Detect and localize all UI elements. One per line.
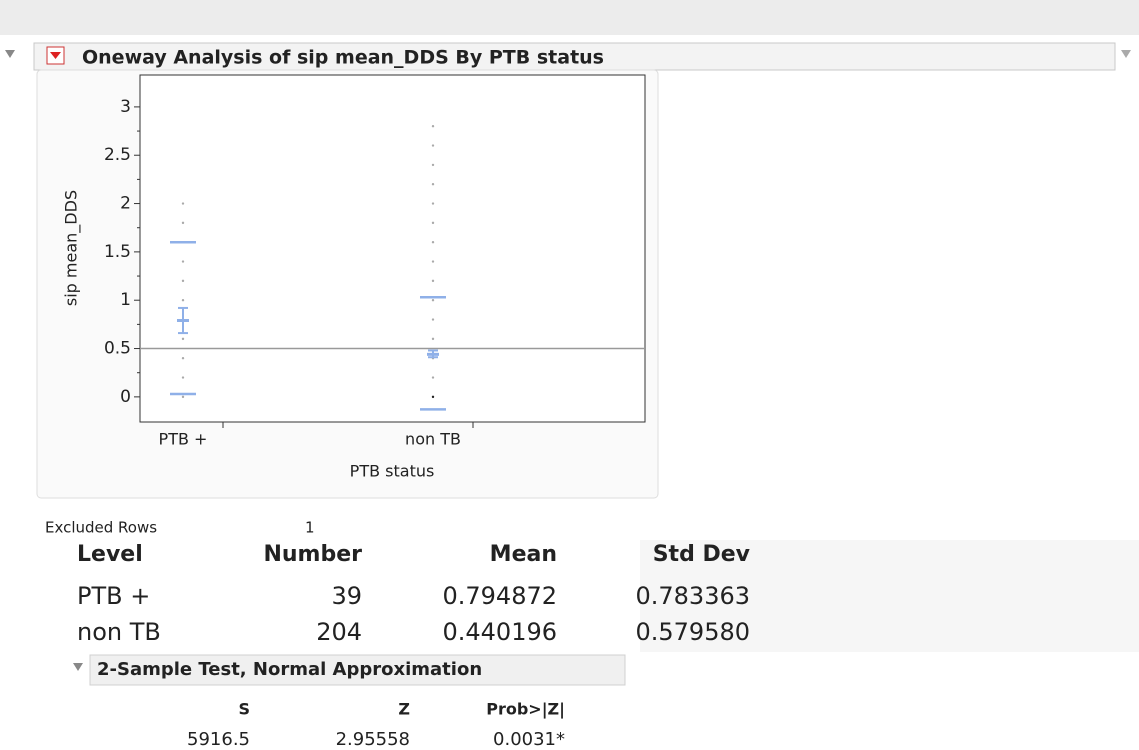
test-header — [89, 654, 626, 686]
point — [181, 279, 185, 283]
disclosure[interactable] — [5, 50, 15, 58]
test-header-cell: Z — [398, 700, 410, 719]
point — [431, 337, 435, 341]
point — [431, 125, 435, 128]
point — [181, 357, 185, 360]
toolbar — [0, 0, 1139, 35]
y-tick-label: 1 — [120, 290, 131, 310]
y-tick-label: 2 — [120, 194, 131, 214]
panel-bg — [640, 540, 1139, 652]
test-value: 5916.5 — [187, 729, 250, 746]
point — [431, 260, 435, 263]
x-axis-label: PTB status — [350, 462, 435, 481]
plot-frame — [139, 74, 646, 423]
point — [431, 376, 435, 379]
disclosure[interactable] — [73, 663, 83, 671]
test-header-cell: Prob>|Z| — [486, 700, 565, 720]
point — [431, 395, 435, 399]
excluded-value: 1 — [305, 519, 315, 537]
outline-header — [33, 42, 1116, 71]
point — [181, 376, 185, 379]
test-title: 2-Sample Test, Normal Approximation — [97, 659, 482, 680]
table-cell: 0.579580 — [635, 618, 750, 646]
point — [431, 279, 435, 283]
test-value: 0.0031* — [493, 729, 565, 746]
y-tick-label: 3 — [120, 97, 131, 117]
point — [431, 241, 435, 244]
table-header: Mean — [490, 542, 557, 567]
table-cell: 0.794872 — [442, 582, 557, 610]
table-cell: 0.783363 — [635, 582, 750, 610]
table-cell: 39 — [331, 582, 362, 610]
table-header: Number — [263, 542, 362, 567]
y-tick-label: 1.5 — [104, 242, 131, 262]
table-cell: 204 — [316, 618, 362, 646]
point — [431, 202, 435, 205]
table-cell: non TB — [77, 618, 161, 646]
point — [181, 221, 185, 225]
y-tick-label: 0 — [120, 387, 131, 407]
point — [181, 202, 185, 205]
point — [431, 144, 435, 147]
menu-arrow[interactable] — [1121, 50, 1131, 58]
point — [431, 318, 435, 321]
table-cell: 0.440196 — [442, 618, 557, 646]
table-cell: PTB + — [77, 582, 150, 610]
test-header-cell: S — [238, 700, 250, 719]
test-value: 2.95558 — [336, 729, 410, 746]
y-tick-label: 2.5 — [104, 145, 131, 165]
x-tick-label: non TB — [405, 430, 461, 449]
table-header: Std Dev — [653, 542, 751, 567]
y-tick-label: 0.5 — [104, 339, 131, 359]
point — [181, 260, 185, 263]
point — [431, 183, 435, 186]
point — [431, 299, 435, 302]
point — [431, 163, 435, 167]
y-axis-label: sip mean_DDS — [62, 190, 82, 306]
point — [181, 337, 185, 341]
excluded-label: Excluded Rows — [45, 519, 157, 537]
point — [431, 221, 435, 225]
title: Oneway Analysis of sip mean_DDS By PTB s… — [82, 47, 604, 69]
point — [181, 299, 185, 302]
point — [181, 395, 185, 399]
x-tick-label: PTB + — [159, 430, 208, 449]
table-header: Level — [77, 542, 143, 567]
red-triangle — [50, 52, 61, 59]
